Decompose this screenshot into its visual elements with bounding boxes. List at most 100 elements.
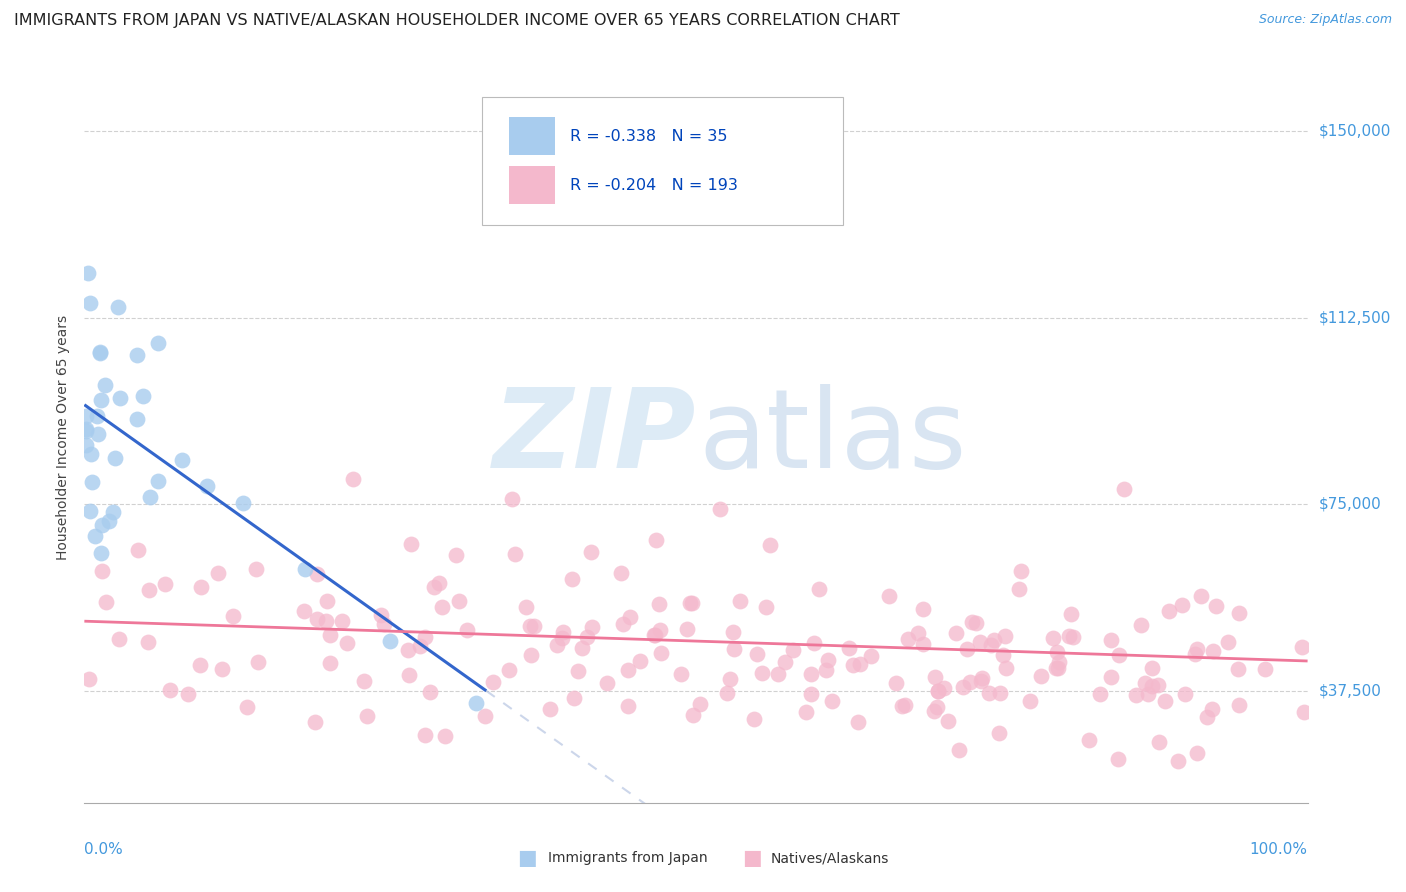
Point (751, 665, 773, 680)
Point (1045, 661, 1067, 675)
Point (96, 595, 118, 609)
Point (970, 671, 993, 685)
Point (945, 626, 967, 640)
Point (153, 577, 176, 591)
Point (1189, 590, 1212, 604)
Point (464, 696, 486, 710)
Point (456, 623, 478, 637)
Point (108, 632, 131, 646)
Point (409, 640, 432, 654)
Point (948, 743, 970, 757)
Point (959, 674, 981, 689)
Point (877, 589, 900, 603)
Point (1047, 661, 1070, 675)
Point (188, 657, 211, 672)
FancyBboxPatch shape (509, 118, 555, 155)
Text: $150,000: $150,000 (1319, 124, 1391, 138)
Point (579, 545, 602, 559)
Point (1060, 607, 1083, 621)
Point (745, 647, 768, 661)
Point (988, 686, 1011, 700)
Point (136, 635, 159, 649)
Point (356, 709, 378, 723)
Text: ■: ■ (517, 848, 537, 868)
Point (399, 537, 422, 551)
Point (550, 632, 572, 646)
Point (800, 687, 823, 701)
Point (821, 693, 844, 707)
Point (728, 594, 751, 608)
Point (773, 655, 796, 669)
Point (1140, 680, 1163, 694)
Point (681, 596, 703, 610)
Text: 0.0%: 0.0% (84, 842, 124, 856)
Point (723, 642, 745, 657)
Point (380, 634, 402, 648)
Point (127, 412, 149, 426)
Point (886, 675, 908, 690)
Point (991, 648, 1014, 663)
Point (1099, 632, 1122, 647)
Point (146, 474, 169, 488)
Text: ZIP: ZIP (492, 384, 696, 491)
Point (1173, 687, 1195, 701)
Point (927, 684, 949, 698)
Point (108, 392, 131, 406)
Point (1254, 662, 1277, 676)
Text: R = -0.204   N = 193: R = -0.204 N = 193 (569, 178, 738, 193)
Point (721, 625, 744, 640)
Point (80, 475, 103, 489)
Point (1167, 754, 1189, 768)
Point (1185, 642, 1208, 657)
Point (1202, 643, 1225, 657)
Point (413, 631, 436, 645)
Point (246, 655, 269, 669)
Point (1019, 694, 1042, 708)
Point (1201, 702, 1223, 716)
Point (922, 704, 945, 718)
Point (571, 640, 593, 655)
Point (846, 714, 869, 729)
Point (79, 504, 101, 518)
Point (842, 658, 865, 673)
Point (647, 597, 669, 611)
Point (849, 657, 872, 672)
Point (1147, 734, 1170, 748)
Text: Source: ZipAtlas.com: Source: ZipAtlas.com (1258, 13, 1392, 27)
Point (671, 666, 693, 681)
Point (79, 296, 101, 310)
Point (755, 600, 778, 615)
Point (1184, 647, 1206, 661)
Point (1294, 705, 1316, 719)
Point (1291, 640, 1313, 655)
Text: Natives/Alaskans: Natives/Alaskans (770, 851, 889, 865)
Point (1171, 598, 1194, 612)
Point (80, 447, 103, 461)
Point (1185, 746, 1208, 760)
Point (894, 698, 917, 712)
Point (146, 335, 169, 350)
Point (1205, 599, 1227, 613)
Point (1140, 660, 1163, 674)
Point (1057, 629, 1080, 643)
Text: Immigrants from Japan: Immigrants from Japan (548, 851, 709, 865)
Point (650, 646, 672, 660)
Point (1042, 631, 1064, 645)
Point (960, 615, 983, 630)
Point (159, 682, 181, 697)
Point (538, 702, 561, 716)
Point (236, 700, 259, 714)
Point (519, 619, 541, 633)
Point (925, 699, 948, 714)
Point (505, 547, 527, 561)
Point (1049, 655, 1071, 669)
Point (1227, 606, 1250, 620)
Point (398, 667, 420, 681)
Point (176, 687, 198, 701)
Point (980, 638, 1002, 652)
Point (567, 664, 589, 678)
Point (498, 663, 520, 677)
Point (245, 562, 267, 576)
Point (553, 624, 575, 639)
Point (75, 438, 97, 452)
